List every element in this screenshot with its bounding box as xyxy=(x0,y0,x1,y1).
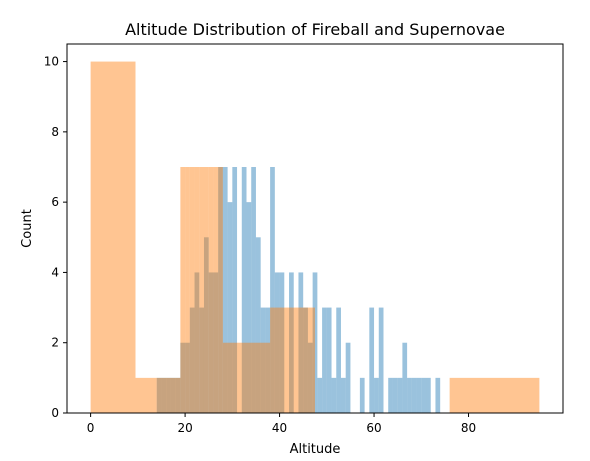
series-2-bin-3 xyxy=(180,167,186,413)
series-1-bin-48 xyxy=(416,377,422,413)
series-1-bin-39 xyxy=(369,307,375,413)
series-2-bin-14 xyxy=(449,377,540,413)
series-1-bin-36 xyxy=(340,377,346,413)
y-tick-label: 2 xyxy=(51,336,59,350)
axes-frame xyxy=(66,43,564,414)
y-tick-label: 4 xyxy=(51,265,59,279)
series-1-bin-49 xyxy=(421,377,427,413)
series-2-bin-7 xyxy=(199,167,204,413)
y-tick-label: 0 xyxy=(51,406,59,420)
series-1-bin-13 xyxy=(218,167,223,413)
series-1-bin-24 xyxy=(274,272,280,413)
series-1-bin-18 xyxy=(246,202,252,413)
series-1-bin-0 xyxy=(156,377,162,413)
series-1-bin-27 xyxy=(298,272,304,413)
series-2-bin-11 xyxy=(218,167,223,413)
series-1-bin-5 xyxy=(180,342,186,413)
series-2-bin-6 xyxy=(194,167,200,413)
series-1-bin-9 xyxy=(199,307,204,413)
bars-layer xyxy=(90,61,540,413)
series-1-bin-12 xyxy=(213,272,219,413)
series-1-bin-43 xyxy=(392,377,398,413)
series-1-bin-6 xyxy=(185,342,190,413)
series-1-bin-46 xyxy=(407,377,412,413)
series-1-bin-1 xyxy=(161,377,167,413)
series-1-bin-20 xyxy=(255,237,261,413)
series-1-bin-2 xyxy=(166,377,171,413)
series-1-bin-19 xyxy=(251,167,256,413)
x-tick-label: 20 xyxy=(177,421,192,435)
series-1-bin-29 xyxy=(307,342,313,413)
series-2-bin-8 xyxy=(203,167,209,413)
series-1-bin-42 xyxy=(388,377,393,413)
series-2-bin-9 xyxy=(208,167,214,413)
series-2-bin-0 xyxy=(90,61,136,413)
series-1-bin-8 xyxy=(194,272,200,413)
series-1-bin-22 xyxy=(265,307,271,413)
series-1-bin-17 xyxy=(241,167,247,413)
series-1-bin-11 xyxy=(208,272,214,413)
series-1-bin-21 xyxy=(260,307,266,413)
series-1-bin-31 xyxy=(317,377,323,413)
series-1-bin-4 xyxy=(175,377,181,413)
series-1-bin-40 xyxy=(374,377,379,413)
series-1-bin-25 xyxy=(279,272,285,413)
x-tick-label: 40 xyxy=(272,421,287,435)
series-2-bin-4 xyxy=(185,167,190,413)
ticks-layer: 0 20 40 60 80 0 2 4 6 8 10 xyxy=(44,55,476,435)
series-1-bin-3 xyxy=(170,377,176,413)
series-1-bin-34 xyxy=(331,377,337,413)
series-2-bin-5 xyxy=(189,167,195,413)
y-tick-label: 6 xyxy=(51,195,59,209)
series-2-bin-1 xyxy=(135,377,157,413)
series-1-bin-32 xyxy=(322,307,327,413)
y-axis-label: Count xyxy=(20,209,35,248)
series-1-bin-44 xyxy=(397,377,403,413)
x-tick-label: 80 xyxy=(461,421,476,435)
series-1-bin-33 xyxy=(326,307,332,413)
series-2-bin-12 xyxy=(222,342,271,413)
series-1-bin-41 xyxy=(378,307,384,413)
series-1-bin-7 xyxy=(189,307,195,413)
y-tick-label: 10 xyxy=(44,55,59,69)
x-axis-label: Altitude xyxy=(290,442,341,457)
series-2-bin-13 xyxy=(270,307,315,413)
series-1-bin-16 xyxy=(232,167,238,413)
series-1-bin-28 xyxy=(303,307,308,413)
series-1-bin-38 xyxy=(359,377,365,413)
series-1-bin-26 xyxy=(289,272,294,413)
series-2-bin-10 xyxy=(213,167,219,413)
series-1-bin-10 xyxy=(203,237,209,413)
series-1-bin-37 xyxy=(345,342,351,413)
series-1-bin-52 xyxy=(435,377,441,413)
y-tick-label: 8 xyxy=(51,125,59,139)
series-1-bin-35 xyxy=(336,307,341,413)
x-tick-label: 60 xyxy=(366,421,381,435)
series-1-bin-50 xyxy=(426,377,431,413)
series-1-bin-14 xyxy=(222,167,228,413)
series-1-bin-30 xyxy=(312,272,318,413)
x-tick-label: 0 xyxy=(87,421,95,435)
series-1-bin-47 xyxy=(411,377,417,413)
series-1-bin-15 xyxy=(227,202,233,413)
series-1-bin-45 xyxy=(402,342,408,413)
series-1-bin-23 xyxy=(270,167,275,413)
chart-title: Altitude Distribution of Fireball and Su… xyxy=(125,20,505,39)
series-2-bin-2 xyxy=(156,377,181,413)
